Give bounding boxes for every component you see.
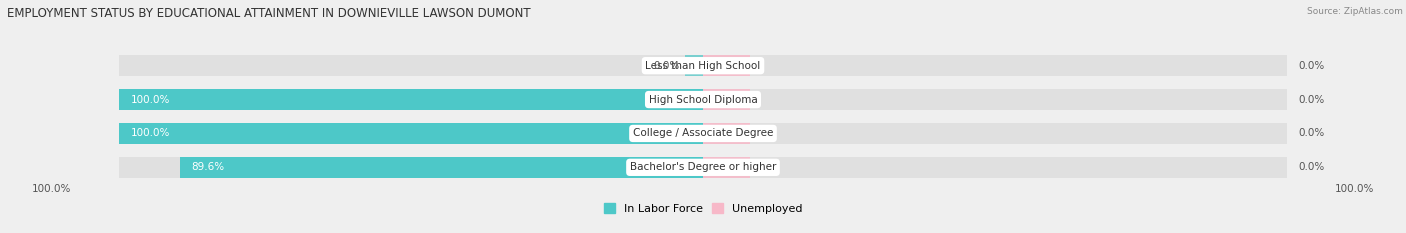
Bar xyxy=(703,123,749,144)
Bar xyxy=(686,55,703,76)
Text: College / Associate Degree: College / Associate Degree xyxy=(633,128,773,138)
Bar xyxy=(120,55,703,76)
Text: 0.0%: 0.0% xyxy=(654,61,679,71)
Bar xyxy=(703,55,1286,76)
Text: High School Diploma: High School Diploma xyxy=(648,95,758,105)
Text: 100.0%: 100.0% xyxy=(131,128,170,138)
Bar xyxy=(703,89,1286,110)
Bar xyxy=(703,157,749,178)
Text: 0.0%: 0.0% xyxy=(1299,128,1324,138)
Bar xyxy=(703,123,1286,144)
Text: 100.0%: 100.0% xyxy=(131,95,170,105)
Text: 100.0%: 100.0% xyxy=(1336,184,1375,194)
Text: EMPLOYMENT STATUS BY EDUCATIONAL ATTAINMENT IN DOWNIEVILLE LAWSON DUMONT: EMPLOYMENT STATUS BY EDUCATIONAL ATTAINM… xyxy=(7,7,530,20)
Text: Bachelor's Degree or higher: Bachelor's Degree or higher xyxy=(630,162,776,172)
Bar xyxy=(120,89,703,110)
Legend: In Labor Force, Unemployed: In Labor Force, Unemployed xyxy=(599,199,807,218)
Text: 0.0%: 0.0% xyxy=(1299,95,1324,105)
Text: Less than High School: Less than High School xyxy=(645,61,761,71)
Bar xyxy=(703,89,749,110)
Bar xyxy=(120,123,703,144)
Text: 100.0%: 100.0% xyxy=(31,184,70,194)
Text: Source: ZipAtlas.com: Source: ZipAtlas.com xyxy=(1308,7,1403,16)
Bar xyxy=(703,55,749,76)
Bar xyxy=(120,89,703,110)
Text: 89.6%: 89.6% xyxy=(191,162,225,172)
Text: 0.0%: 0.0% xyxy=(1299,61,1324,71)
Bar xyxy=(703,157,1286,178)
Bar xyxy=(120,157,703,178)
Bar xyxy=(180,157,703,178)
Bar xyxy=(120,123,703,144)
Text: 0.0%: 0.0% xyxy=(1299,162,1324,172)
